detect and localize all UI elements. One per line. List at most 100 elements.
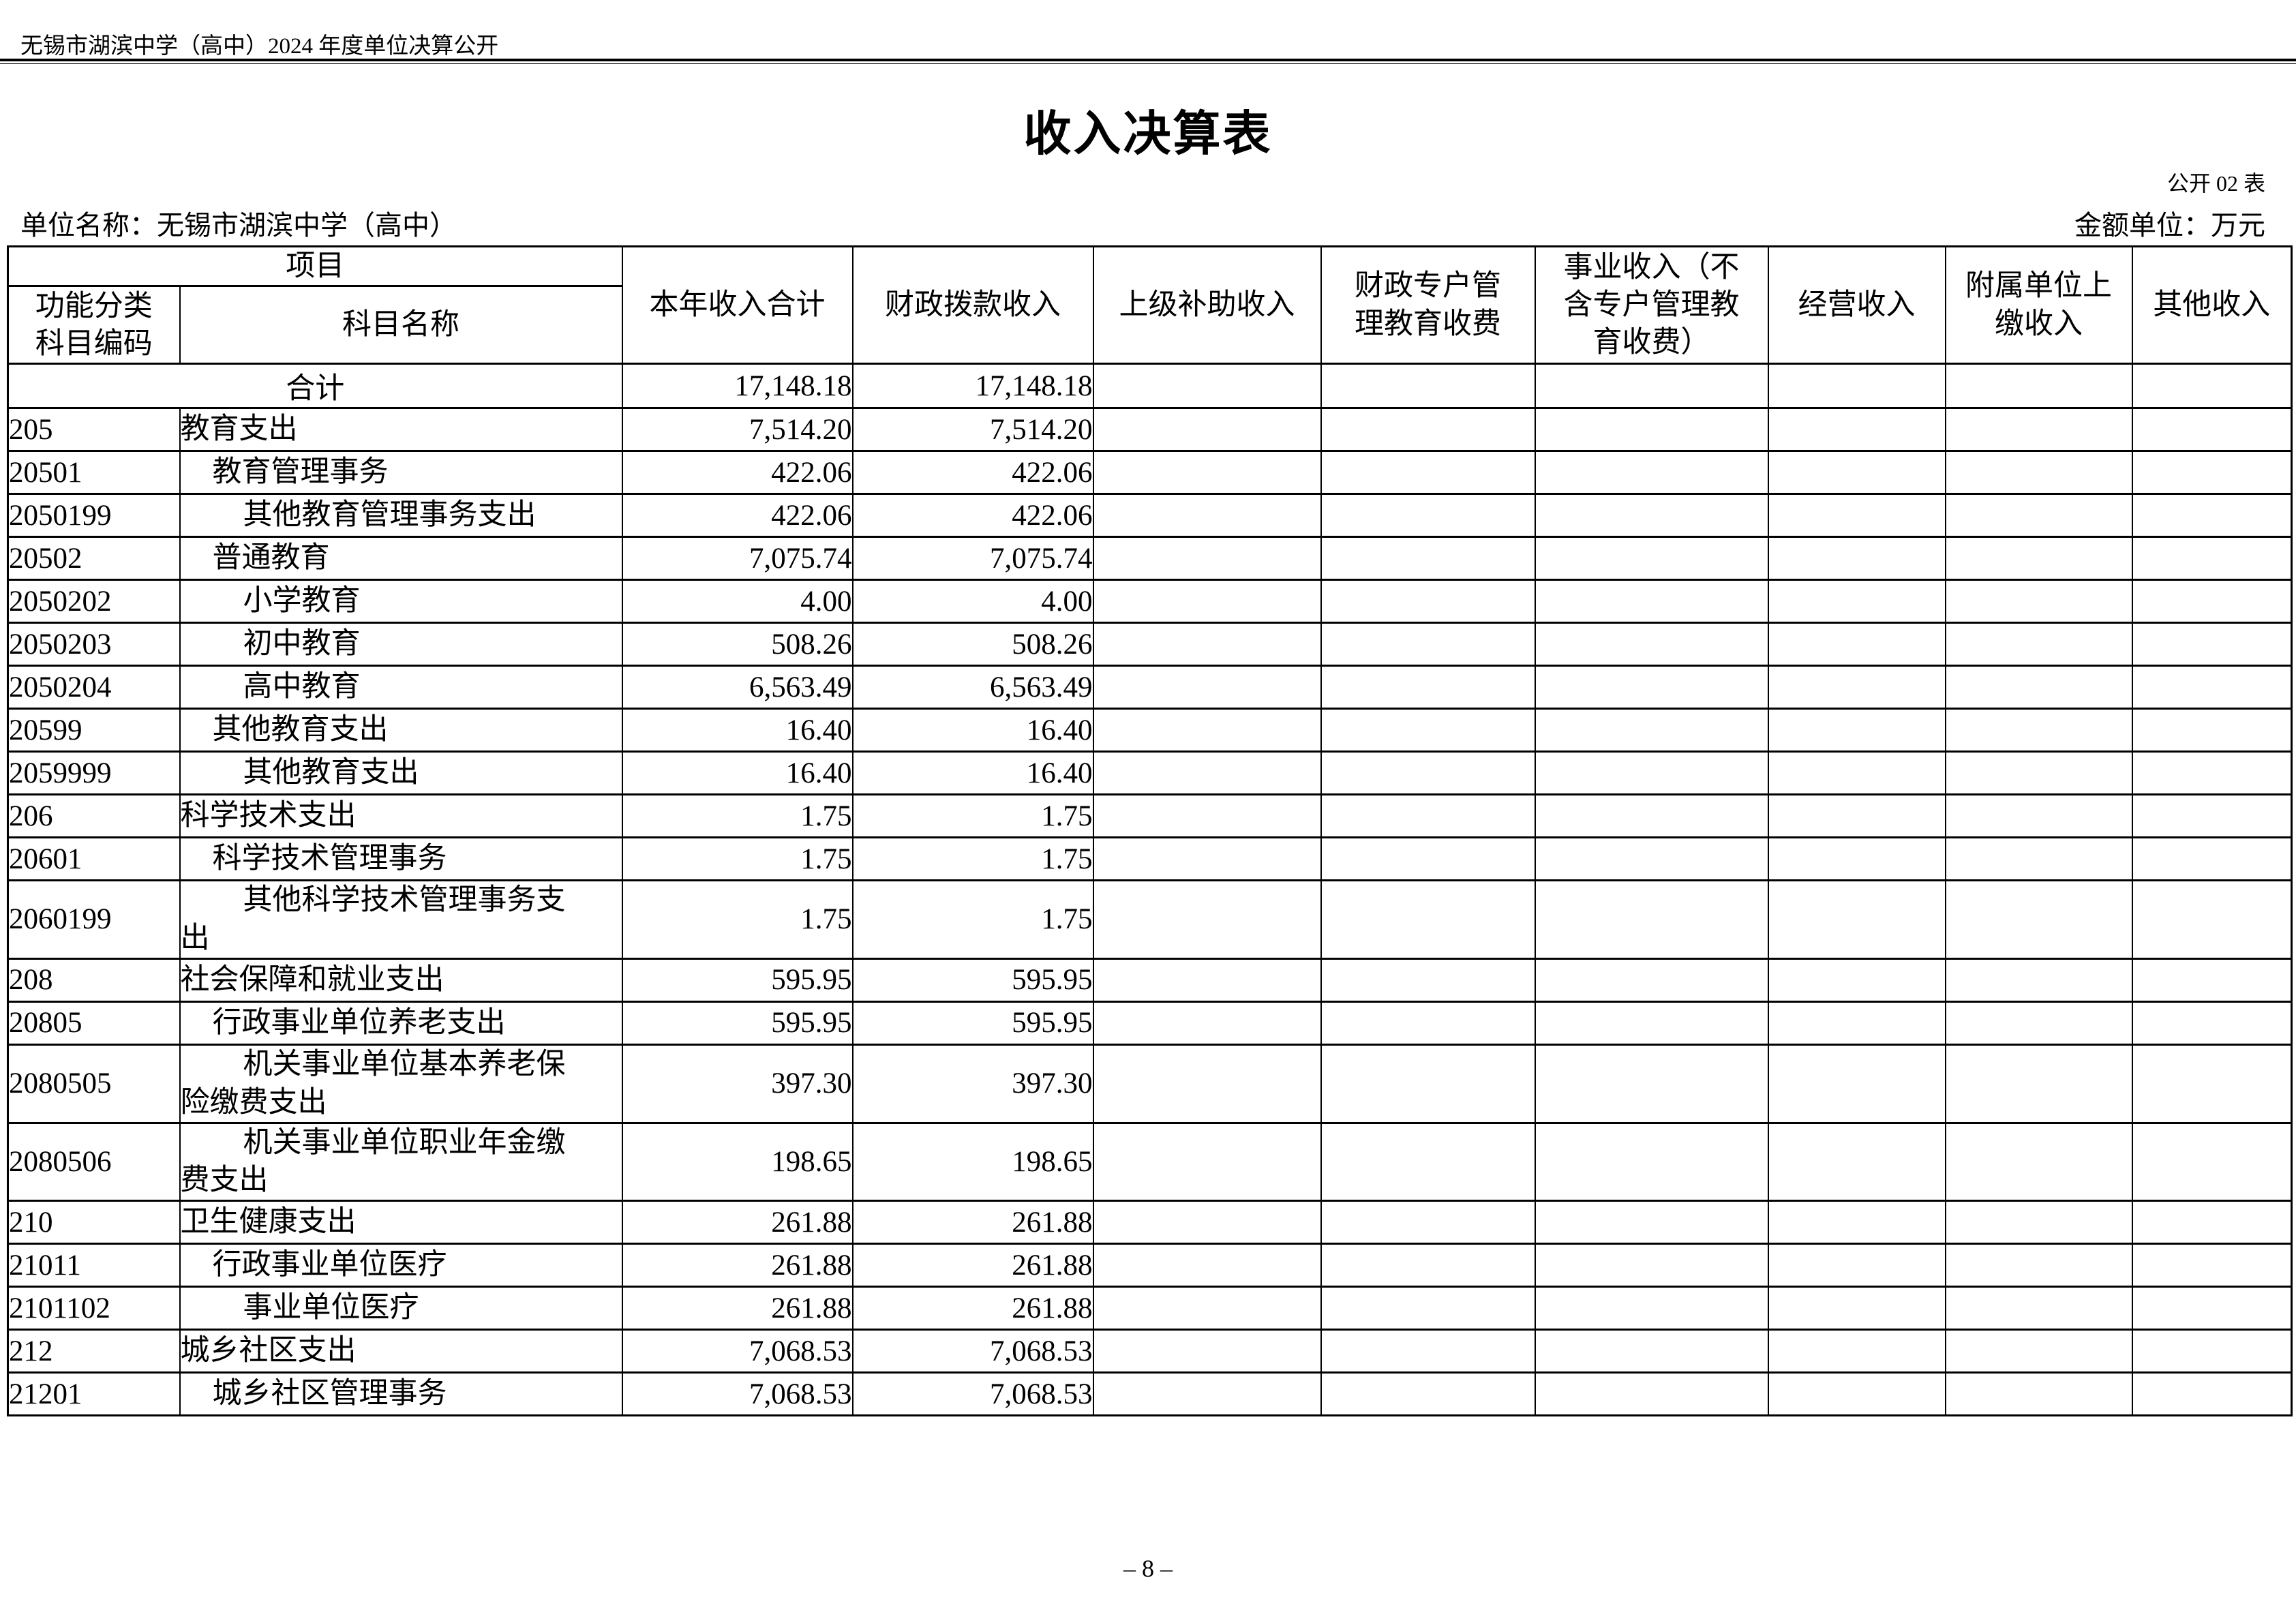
row-value-cell: [1944, 493, 2133, 539]
row-value-cell: [1092, 407, 1322, 453]
row-subject-name: 教育支出: [179, 407, 623, 453]
row-value-cell: [1767, 957, 1946, 1003]
row-value-cell: [1534, 1121, 1769, 1202]
row-value-cell: [1944, 708, 2133, 753]
row-function-code: 2080505: [7, 1043, 181, 1124]
row-value-cell: 261.88: [621, 1243, 854, 1288]
row-function-code: 20601: [7, 836, 181, 882]
row-value-cell: 7,068.53: [621, 1371, 854, 1417]
row-function-code: 21201: [7, 1371, 181, 1417]
row-value-cell: [1534, 407, 1769, 453]
row-function-code: 210: [7, 1200, 181, 1245]
row-value-cell: [2131, 836, 2293, 882]
row-subject-name: 社会保障和就业支出: [179, 957, 623, 1003]
row-value-cell: [1767, 793, 1946, 839]
row-value-cell: [1320, 665, 1536, 710]
row-value-cell: [1092, 957, 1322, 1003]
row-value-cell: [1092, 536, 1322, 581]
row-value-cell: [1534, 1200, 1769, 1245]
row-value-cell: [2131, 793, 2293, 839]
row-value-cell: 508.26: [851, 622, 1094, 667]
row-value-cell: [1534, 493, 1769, 539]
revenue-final-accounts-table: 项目 本年收入合计 财政拨款收入 上级补助收入 财政专户管 理教育收费 事业收入…: [7, 245, 2293, 1417]
row-value-cell: [1767, 665, 1946, 710]
header-col-special-account-fees: 财政专户管 理教育收费: [1320, 245, 1536, 365]
row-value-cell: 261.88: [851, 1243, 1094, 1288]
row-value-cell: [2131, 407, 2293, 453]
row-value-cell: [2131, 879, 2293, 960]
row-subject-name: 科学技术支出: [179, 793, 623, 839]
row-value-cell: [2131, 622, 2293, 667]
row-value-cell: [1320, 879, 1536, 960]
row-value-cell: [1092, 836, 1322, 882]
row-value-cell: [2131, 536, 2293, 581]
row-value-cell: [1534, 836, 1769, 882]
row-value-cell: [1944, 1200, 2133, 1245]
row-value-cell: [1767, 1329, 1946, 1374]
row-subject-name: 教育管理事务: [179, 450, 623, 496]
table-row: 21011 行政事业单位医疗 261.88 261.88: [7, 1243, 2293, 1288]
header-subject-name: 科目名称: [179, 285, 623, 365]
row-subject-name: 城乡社区管理事务: [179, 1371, 623, 1417]
row-value-cell: 261.88: [851, 1286, 1094, 1331]
row-value-cell: [2131, 1121, 2293, 1202]
row-value-cell: [1092, 793, 1322, 839]
header-col-superior-subsidy: 上级补助收入: [1092, 245, 1322, 365]
header-divider: [0, 59, 2296, 64]
row-function-code: 2050203: [7, 622, 181, 667]
row-value-cell: [2131, 493, 2293, 539]
table-row: 208 社会保障和就业支出 595.95 595.95: [7, 957, 2293, 1003]
row-value-cell: [2131, 665, 2293, 710]
row-value-cell: 261.88: [851, 1200, 1094, 1245]
total-label: 合计: [7, 363, 623, 410]
header-col-operating-income: 经营收入: [1767, 245, 1946, 365]
page-title: 收入决算表: [1023, 108, 1273, 161]
row-value-cell: [1944, 957, 2133, 1003]
row-value-cell: 261.88: [621, 1286, 854, 1331]
row-function-code: 212: [7, 1329, 181, 1374]
row-subject-name: 其他教育支出: [179, 750, 623, 796]
row-function-code: 206: [7, 793, 181, 839]
row-value-cell: 1.75: [851, 836, 1094, 882]
table-body: 合计 17,148.18 17,148.18 205 教育支出 7,514.20…: [7, 363, 2293, 1417]
row-value-cell: 198.65: [851, 1121, 1094, 1202]
row-value-cell: [2131, 1371, 2293, 1417]
row-value-cell: [1534, 750, 1769, 796]
row-value-cell: 1.75: [851, 793, 1094, 839]
row-function-code: 2101102: [7, 1286, 181, 1331]
row-value-cell: [1767, 1371, 1946, 1417]
row-value-cell: 7,068.53: [851, 1371, 1094, 1417]
total-value-cell: 17,148.18: [621, 363, 854, 410]
row-value-cell: [1767, 1043, 1946, 1124]
row-value-cell: [1944, 450, 2133, 496]
table-row: 210 卫生健康支出 261.88 261.88: [7, 1200, 2293, 1245]
header-function-code: 功能分类 科目编码: [7, 285, 181, 365]
row-value-cell: [1092, 1243, 1322, 1288]
page-number: – 8 –: [1123, 1555, 1173, 1582]
row-value-cell: 595.95: [851, 957, 1094, 1003]
row-value-cell: [1944, 665, 2133, 710]
row-value-cell: [1944, 622, 2133, 667]
table-row: 2050204 高中教育 6,563.49 6,563.49: [7, 665, 2293, 710]
row-value-cell: [1944, 1329, 2133, 1374]
row-subject-name: 其他教育管理事务支出: [179, 493, 623, 539]
row-value-cell: [1320, 793, 1536, 839]
row-value-cell: [1534, 579, 1769, 624]
row-value-cell: [1944, 1000, 2133, 1046]
row-value-cell: [1767, 1286, 1946, 1331]
row-value-cell: 595.95: [851, 1000, 1094, 1046]
row-subject-name: 卫生健康支出: [179, 1200, 623, 1245]
row-subject-name: 事业单位医疗: [179, 1286, 623, 1331]
row-value-cell: [1767, 407, 1946, 453]
row-value-cell: [2131, 1243, 2293, 1288]
row-value-cell: [1092, 750, 1322, 796]
row-value-cell: [1092, 622, 1322, 667]
table-row: 2050199 其他教育管理事务支出 422.06 422.06: [7, 493, 2293, 539]
row-value-cell: [1767, 1121, 1946, 1202]
table-row: 20502 普通教育 7,075.74 7,075.74: [7, 536, 2293, 581]
total-row: 合计 17,148.18 17,148.18: [7, 363, 2293, 410]
row-value-cell: [1320, 1286, 1536, 1331]
row-function-code: 20502: [7, 536, 181, 581]
row-value-cell: [1534, 665, 1769, 710]
row-value-cell: [1092, 493, 1322, 539]
